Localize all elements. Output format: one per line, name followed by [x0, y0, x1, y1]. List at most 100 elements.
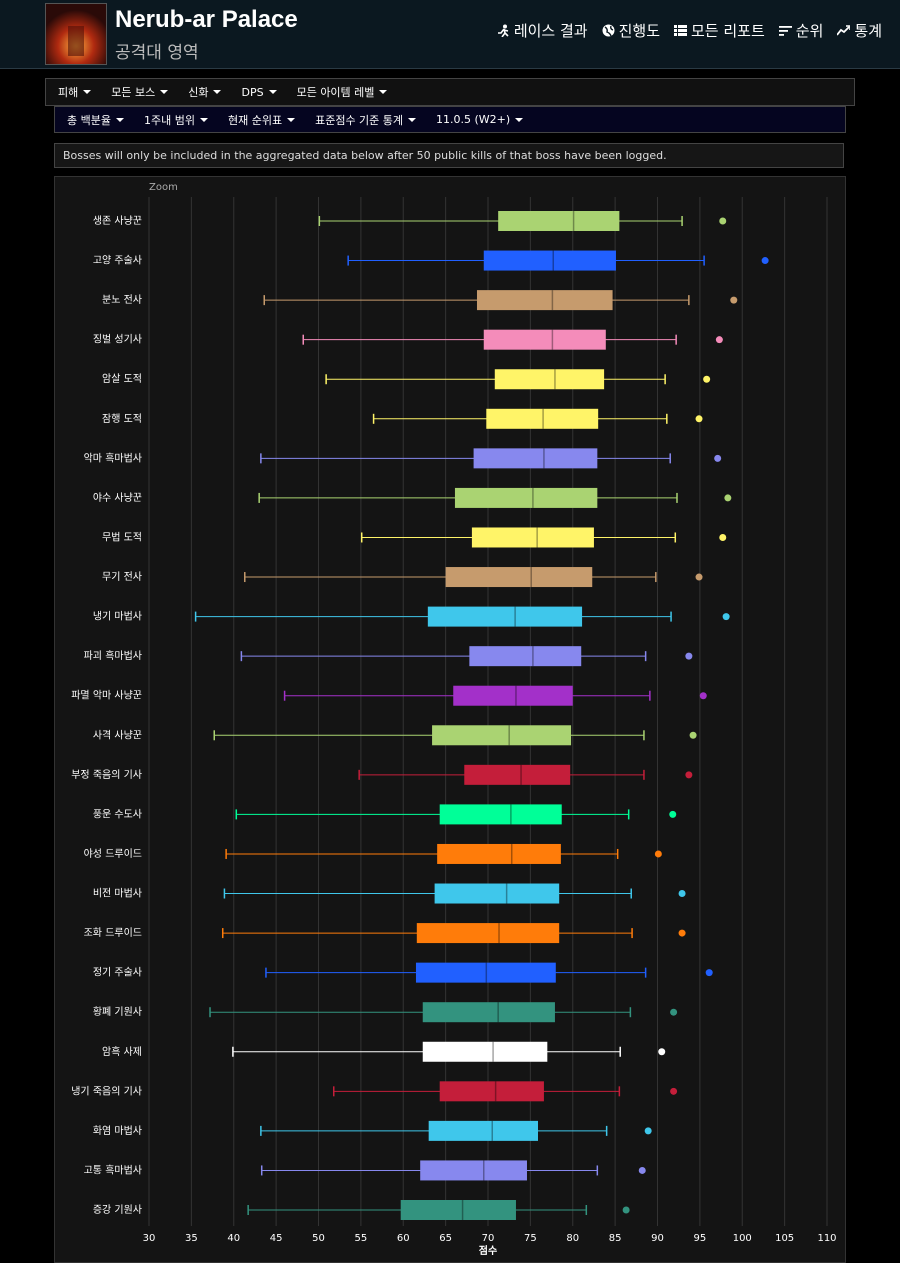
x-tick-label: 35: [185, 1233, 198, 1244]
nav-label[interactable]: 통계: [854, 22, 882, 40]
box: [439, 804, 562, 825]
x-tick-label: 40: [227, 1233, 240, 1244]
y-tick-label: 파괴 흑마법사: [84, 649, 142, 662]
x-tick-label: 70: [482, 1233, 495, 1244]
filter-dropdown[interactable]: DPS: [241, 86, 276, 99]
filter-dropdown[interactable]: 모든 보스: [111, 84, 168, 100]
y-tick-label: 고양 주술사: [93, 255, 142, 267]
max-point: [678, 890, 686, 898]
filter-dropdown[interactable]: 피해: [58, 84, 91, 100]
x-tick-label: 30: [143, 1233, 156, 1244]
x-tick-label: 50: [312, 1233, 325, 1244]
zoom-label: Zoom: [149, 182, 178, 193]
x-tick-label: 105: [775, 1233, 794, 1244]
nav-icon: [674, 25, 687, 36]
max-point: [654, 850, 662, 858]
nav-item[interactable]: 순위: [778, 20, 824, 41]
nav-label[interactable]: 순위: [795, 22, 824, 40]
x-tick-label: 55: [355, 1233, 368, 1244]
y-tick-label: 비전 마법사: [93, 888, 142, 900]
y-tick-label: 무법 도적: [102, 531, 142, 543]
box: [476, 290, 613, 311]
nav-icon: [497, 24, 509, 37]
box: [422, 1041, 548, 1062]
max-point: [724, 494, 732, 502]
x-tick-label: 90: [651, 1233, 664, 1244]
filter-dropdown[interactable]: 표준점수 기준 통계: [315, 112, 416, 128]
x-tick-label: 65: [439, 1233, 452, 1244]
nav-label[interactable]: 진행도: [618, 22, 660, 40]
box: [400, 1200, 516, 1220]
box: [486, 408, 599, 429]
x-tick-label: 85: [609, 1233, 622, 1244]
y-tick-label: 정기 주술사: [93, 967, 142, 979]
nav-icon: [778, 26, 792, 36]
subtitle: 공격대 영역: [115, 43, 199, 63]
nav-icon: [837, 25, 851, 36]
box: [498, 211, 620, 231]
y-tick-label: 잠행 도적: [102, 413, 142, 425]
nav-item[interactable]: 레이스 결과: [497, 20, 588, 41]
nav-item[interactable]: 모든 리포트: [674, 20, 765, 41]
max-point: [622, 1206, 630, 1214]
filter-dropdown[interactable]: 11.0.5 (W2+): [436, 113, 523, 126]
filter-bar: 피해 모든 보스 신화 DPS 모든 아이템 레벨: [45, 78, 855, 106]
box: [453, 685, 573, 706]
y-tick-label: 냉기 죽음의 기사: [71, 1085, 142, 1097]
x-tick-label: 110: [817, 1233, 836, 1244]
box: [483, 250, 616, 271]
max-point: [678, 929, 686, 937]
box: [415, 962, 556, 983]
max-point: [719, 217, 727, 225]
x-tick-label: 60: [397, 1233, 410, 1244]
filter-dropdown[interactable]: 신화: [188, 84, 221, 100]
y-tick-label: 사격 사냥꾼: [93, 728, 142, 741]
max-point: [699, 692, 707, 700]
max-point: [695, 415, 703, 423]
y-tick-label: 조화 드루이드: [84, 927, 142, 939]
box: [434, 883, 560, 904]
max-point: [644, 1127, 652, 1135]
max-point: [714, 454, 722, 462]
y-tick-label: 고통 흑마법사: [84, 1163, 142, 1176]
box: [428, 1120, 539, 1141]
filter-dropdown[interactable]: 1주내 범위: [144, 112, 208, 128]
x-axis-label: 점수: [479, 1245, 497, 1257]
box: [422, 1002, 555, 1023]
y-tick-label: 생존 사냥꾼: [93, 215, 142, 227]
x-tick-label: 100: [733, 1233, 752, 1244]
nav-label[interactable]: 모든 리포트: [691, 22, 765, 40]
box: [473, 448, 598, 469]
filter-bar: 총 백분율 1주내 범위 현재 순위표 표준점수 기준 통계 11.0.5 (W2+): [54, 106, 846, 133]
max-point: [670, 1008, 678, 1016]
x-tick-label: 75: [524, 1233, 537, 1244]
zone-icon: [45, 3, 107, 65]
y-tick-label: 암살 도적: [102, 373, 142, 385]
filter-dropdown[interactable]: 현재 순위표: [228, 112, 295, 128]
y-tick-label: 야성 드루이드: [84, 848, 142, 860]
box: [427, 606, 583, 627]
max-point: [670, 1087, 678, 1095]
box: [432, 725, 572, 746]
max-point: [669, 810, 677, 818]
y-tick-label: 부정 죽음의 기사: [71, 769, 142, 781]
max-point: [705, 969, 713, 977]
box: [439, 1081, 544, 1102]
x-tick-label: 45: [270, 1233, 283, 1244]
y-tick-label: 화염 마법사: [93, 1125, 142, 1137]
box: [445, 567, 593, 588]
box: [464, 764, 571, 785]
nav-item[interactable]: 통계: [837, 20, 882, 41]
filter-dropdown[interactable]: 모든 아이템 레벨: [297, 84, 388, 100]
nav-item[interactable]: 진행도: [602, 20, 660, 41]
box: [454, 487, 598, 508]
max-point: [685, 771, 693, 779]
max-point: [715, 336, 723, 344]
filter-dropdown[interactable]: 총 백분율: [67, 112, 124, 128]
y-tick-label: 암흑 사제: [102, 1045, 142, 1058]
notice: Bosses will only be included in the aggr…: [54, 143, 844, 168]
max-point: [695, 573, 703, 581]
y-tick-label: 풍운 수도사: [93, 808, 142, 820]
box: [494, 369, 605, 390]
nav-label[interactable]: 레이스 결과: [513, 22, 588, 40]
